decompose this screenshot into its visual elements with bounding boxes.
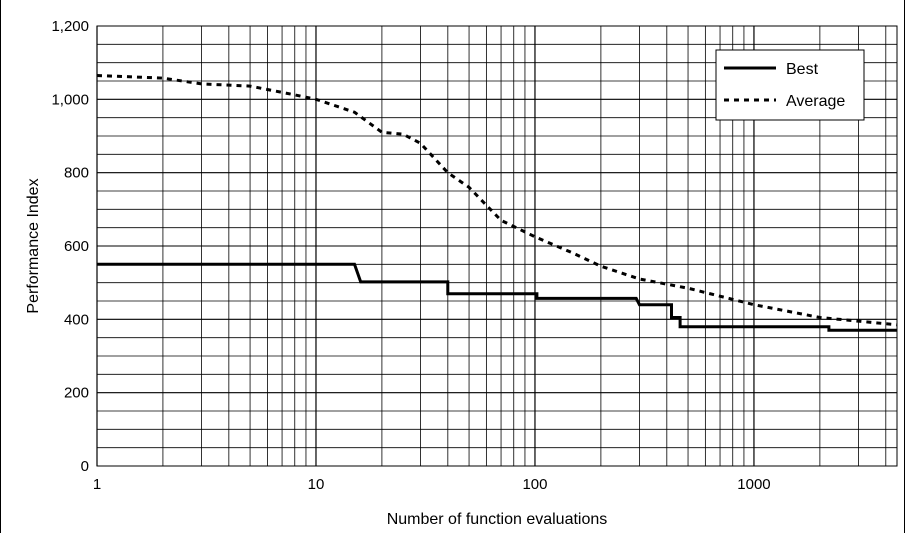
x-tick-label: 10	[308, 476, 325, 493]
y-tick-label: 800	[64, 165, 89, 182]
x-tick-label: 1	[93, 476, 101, 493]
grid	[96, 25, 897, 467]
legend: Best Average	[715, 49, 865, 121]
x-tick-label: 100	[522, 476, 547, 493]
y-tick-label: 1,000	[51, 91, 89, 108]
y-tick-label: 600	[64, 238, 89, 255]
plot-border	[96, 25, 898, 467]
series-line-best	[97, 262, 897, 332]
legend-label-best: Best	[786, 61, 819, 78]
y-tick-label: 400	[64, 311, 89, 328]
legend-label-average: Average	[786, 93, 845, 110]
series-line-average	[96, 74, 898, 327]
x-tick-labels: 1 10 100 1000	[93, 476, 771, 493]
x-tick-label: 1000	[737, 476, 770, 493]
y-axis-title: Performance Index	[25, 178, 42, 313]
x-axis-title: Number of function evaluations	[387, 511, 608, 528]
y-tick-labels: 0 200 400 600 800 1,000 1,200	[51, 18, 89, 475]
y-tick-label: 1,200	[51, 18, 89, 35]
series-lines	[96, 74, 898, 332]
y-tick-label: 0	[81, 458, 89, 475]
y-tick-label: 200	[64, 385, 89, 402]
legend-box	[715, 49, 865, 121]
